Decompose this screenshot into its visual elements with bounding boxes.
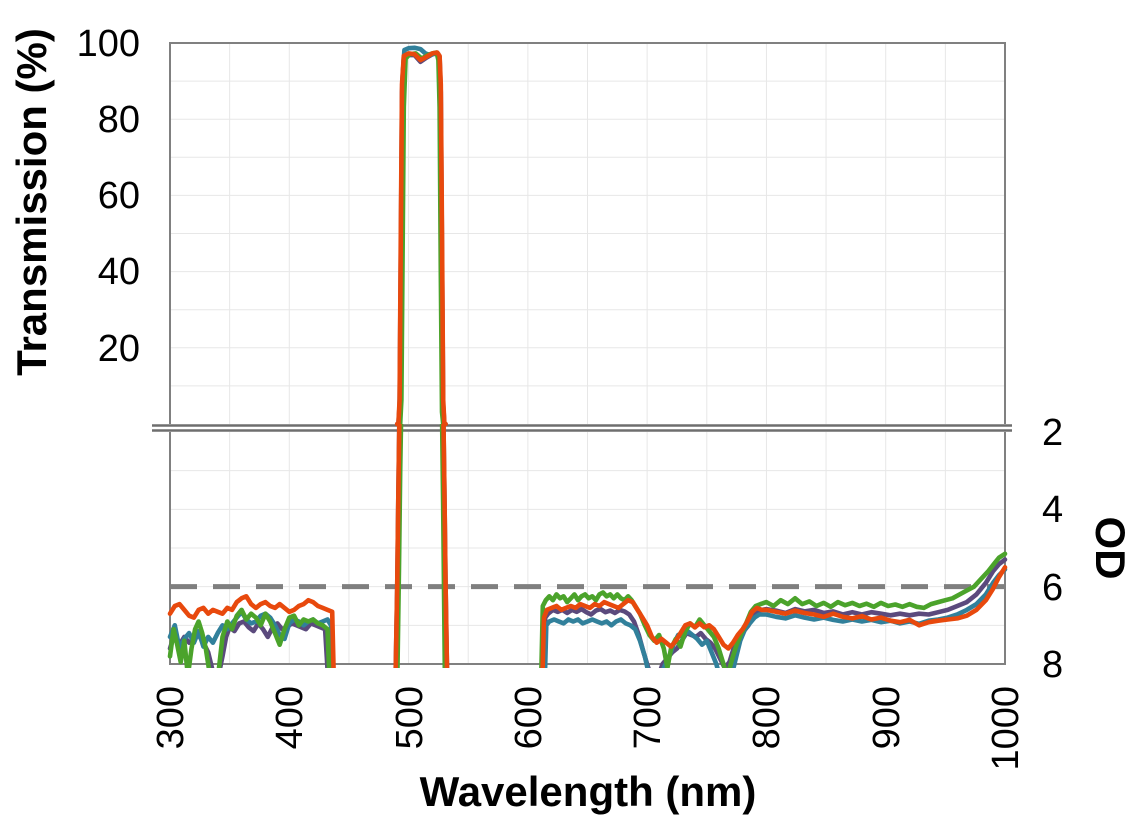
- x-tick-label: 400: [269, 686, 311, 749]
- transmission-axis-title: Transmission (%): [8, 28, 55, 376]
- x-tick-label: 700: [627, 686, 669, 749]
- od-tick-label: 6: [1042, 567, 1063, 609]
- od-tick-label: 2: [1042, 412, 1063, 454]
- od-tick-label: 4: [1042, 489, 1063, 531]
- transmission-tick-label: 80: [98, 99, 140, 141]
- x-tick-label: 1000: [985, 686, 1027, 771]
- chart-label-layer: Transmission (%) 100 80 60 40 20 2 4 6 8…: [8, 23, 1134, 815]
- x-tick-label: 600: [508, 686, 550, 749]
- chart-plot-layer: [152, 42, 1012, 668]
- od-axis-title: OD: [1087, 517, 1134, 580]
- x-tick-label: 800: [746, 686, 788, 749]
- trace-od-series-green: [167, 424, 1008, 668]
- x-tick-label: 900: [866, 686, 908, 749]
- trace-od-series-purple: [167, 424, 1008, 668]
- x-axis-title: Wavelength (nm): [420, 768, 757, 815]
- transmission-tick-label: 100: [77, 23, 140, 65]
- trace-transmission-series-orange: [394, 50, 448, 427]
- x-tick-label: 300: [150, 686, 192, 749]
- transmission-tick-label: 20: [98, 328, 140, 370]
- bottom-panel-border: [169, 432, 1006, 665]
- transmission-tick-label: 40: [98, 251, 140, 293]
- transmission-tick-label: 60: [98, 175, 140, 217]
- x-tick-label: 500: [389, 686, 431, 749]
- trace-od-series-orange: [167, 424, 1008, 668]
- top-panel-border: [169, 42, 1006, 424]
- trace-transmission-series-green: [396, 50, 448, 427]
- od-tick-label: 8: [1042, 644, 1063, 686]
